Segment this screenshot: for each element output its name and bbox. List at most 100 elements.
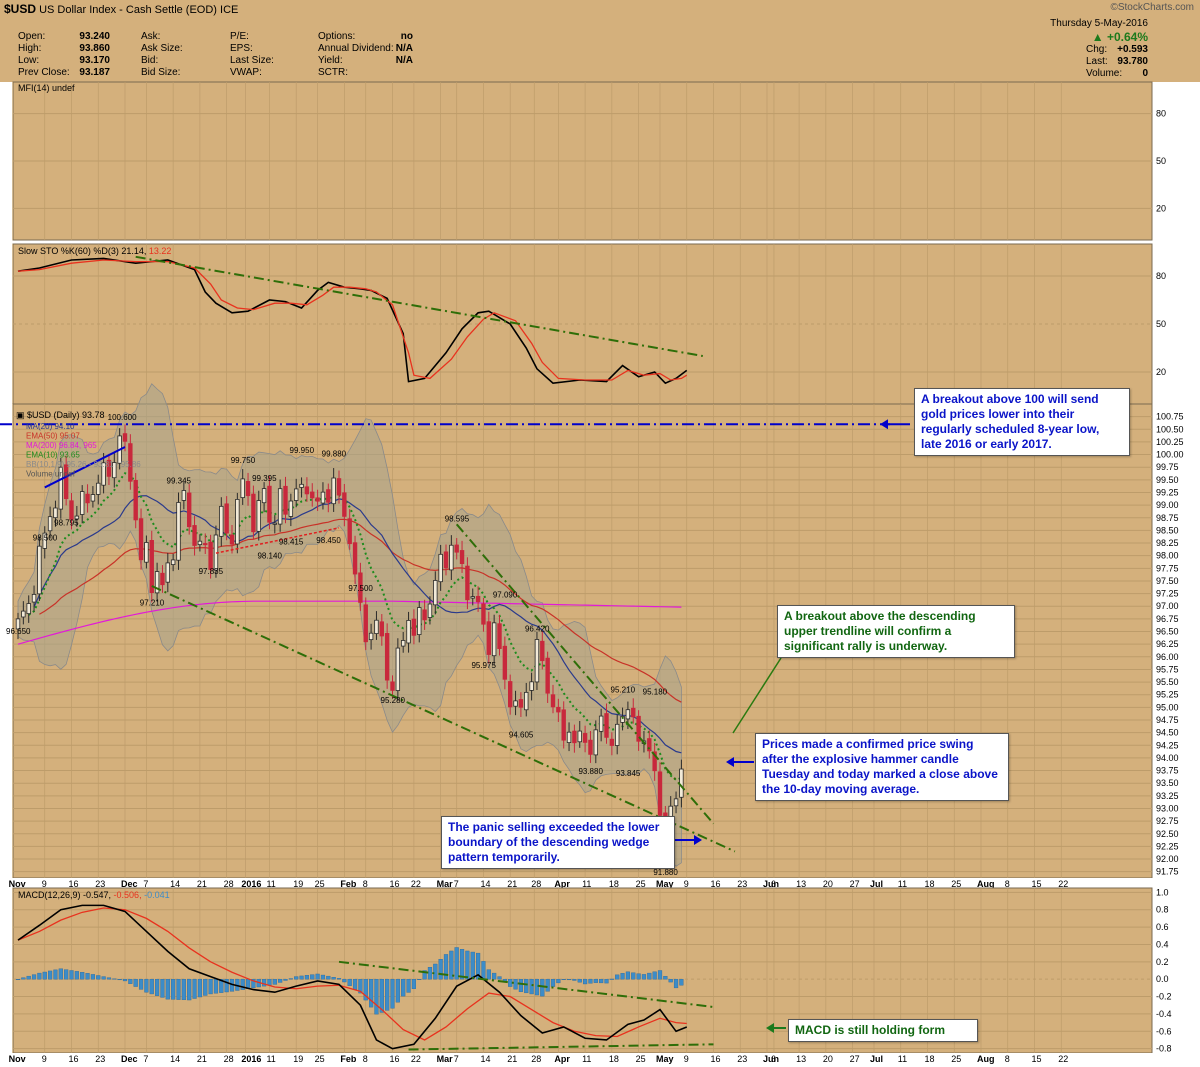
macd-histogram-bar xyxy=(534,978,540,996)
macd-histogram-bar xyxy=(288,978,293,980)
price-candle xyxy=(556,706,561,713)
macd-histogram-bar xyxy=(203,978,208,996)
x-axis-label-bottom: 11 xyxy=(582,1054,591,1064)
price-tick-label: 94.25 xyxy=(1156,740,1179,750)
x-axis-label: 16 xyxy=(390,879,400,889)
macd-histogram-bar xyxy=(69,970,74,980)
quote-label: Bid Size: xyxy=(141,67,181,78)
macd-upper-trendline xyxy=(338,960,714,1008)
price-candle xyxy=(26,603,31,615)
x-axis-label: 21 xyxy=(507,879,517,889)
x-axis-label: 19 xyxy=(293,879,303,889)
macd-histogram-bar xyxy=(433,963,438,980)
x-axis-label-bottom: 14 xyxy=(480,1054,490,1064)
price-candle xyxy=(240,478,245,499)
x-axis-label: Feb xyxy=(340,879,357,889)
stochastic-legend: Slow STO %K(60) %D(3) 21.14, 13.22 xyxy=(18,246,171,256)
price-tick-label: 92.50 xyxy=(1156,829,1179,839)
price-point-label: 98.415 xyxy=(279,538,304,547)
macd-histogram-bar xyxy=(390,978,395,1009)
macd-legend: MACD(12,26,9) -0.547, -0.506, -0.041 xyxy=(18,890,170,900)
x-axis-label-bottom: 11 xyxy=(266,1054,275,1064)
price-tick-label: 97.50 xyxy=(1156,576,1179,586)
x-axis-label-bottom: 9 xyxy=(684,1054,689,1064)
price-candle xyxy=(390,681,395,691)
macd-histogram-bar xyxy=(470,951,475,980)
price-candle xyxy=(37,545,42,595)
x-axis-label-bottom: 16 xyxy=(390,1054,400,1064)
macd-histogram-bar xyxy=(224,978,229,993)
x-axis-label-bottom: 15 xyxy=(1032,1054,1042,1064)
price-candle xyxy=(379,621,384,637)
price-candle xyxy=(417,607,422,636)
price-candle xyxy=(170,559,176,565)
price-candle xyxy=(21,610,26,618)
price-candle xyxy=(283,485,288,515)
price-legend-item: BB(10,1.9) 95.26 - 93.81 - 95.86 xyxy=(26,460,141,469)
x-axis-label: 8 xyxy=(1005,879,1010,889)
macd-lower-trendline xyxy=(408,1043,714,1051)
price-point-label: 98.140 xyxy=(257,552,282,561)
price-tick-label: 94.75 xyxy=(1156,715,1179,725)
macd-histogram-bar xyxy=(417,978,422,980)
macd-histogram-bar xyxy=(545,978,550,992)
macd-histogram-bar xyxy=(465,950,470,980)
price-tick-label: 100.50 xyxy=(1156,424,1184,434)
macd-histogram-bar xyxy=(588,978,593,984)
macd-tick-label: -0.4 xyxy=(1156,1009,1172,1019)
price-candle xyxy=(342,492,347,517)
price-candle xyxy=(267,485,272,523)
macd-histogram-bar xyxy=(550,978,556,987)
x-axis-label-bottom: 27 xyxy=(850,1054,860,1064)
price-candle xyxy=(577,730,582,743)
macd-histogram-bar xyxy=(406,978,411,993)
price-candle xyxy=(502,645,508,680)
x-axis-label: 7 xyxy=(454,879,459,889)
ma20-line xyxy=(33,495,682,754)
price-candle xyxy=(422,609,427,621)
x-axis-label-bottom: 25 xyxy=(951,1054,961,1064)
quote-value: no xyxy=(400,31,413,42)
price-tick-label: 93.25 xyxy=(1156,791,1179,801)
price-point-label: 97.210 xyxy=(140,599,165,608)
price-tick-label: 95.50 xyxy=(1156,677,1179,687)
price-candle xyxy=(545,657,550,694)
stochastic-k-line xyxy=(17,257,688,385)
quote-label: P/E: xyxy=(230,31,249,42)
price-candle xyxy=(352,542,358,575)
price-tick-label: 94.00 xyxy=(1156,753,1179,763)
price-candle xyxy=(524,691,529,711)
macd-histogram-bar xyxy=(486,969,491,980)
price-point-label: 95.975 xyxy=(471,661,496,670)
macd-histogram-bar xyxy=(90,974,95,980)
macd-histogram-bar xyxy=(37,972,42,980)
quote-label: Last Size: xyxy=(230,55,274,66)
price-point-label: 97.090 xyxy=(493,591,518,600)
quote-value: N/A xyxy=(395,43,413,54)
x-axis-label-bottom: 18 xyxy=(925,1054,935,1064)
macd-histogram-bar xyxy=(240,978,245,990)
macd-histogram-bar xyxy=(31,974,37,980)
last-label: Last: xyxy=(1086,56,1108,67)
price-candle xyxy=(53,507,58,519)
quote-label: SCTR: xyxy=(318,67,348,78)
price-tick-label: 96.00 xyxy=(1156,652,1179,662)
price-candle xyxy=(154,571,160,594)
price-point-label: 95.280 xyxy=(381,696,406,705)
left-arrow-icon xyxy=(766,1023,774,1033)
price-candle xyxy=(454,544,459,553)
price-candle xyxy=(491,622,497,657)
price-candle xyxy=(358,572,363,603)
note-breakout-100: A breakout above 100 will send gold pric… xyxy=(914,388,1130,456)
macd-histogram-bar xyxy=(96,975,101,980)
macd-histogram-bar xyxy=(604,978,609,984)
change-percent-value: +0.64% xyxy=(1106,30,1148,44)
macd-histogram-bar xyxy=(310,974,315,980)
x-axis-label-bottom: Apr xyxy=(554,1054,570,1064)
note-macd: MACD is still holding form xyxy=(788,1019,978,1042)
price-candle xyxy=(411,618,417,636)
price-candle xyxy=(561,709,566,741)
price-point-label: 99.950 xyxy=(290,446,315,455)
x-axis-label-bottom: 21 xyxy=(197,1054,207,1064)
quote-label: Options: xyxy=(318,31,356,42)
